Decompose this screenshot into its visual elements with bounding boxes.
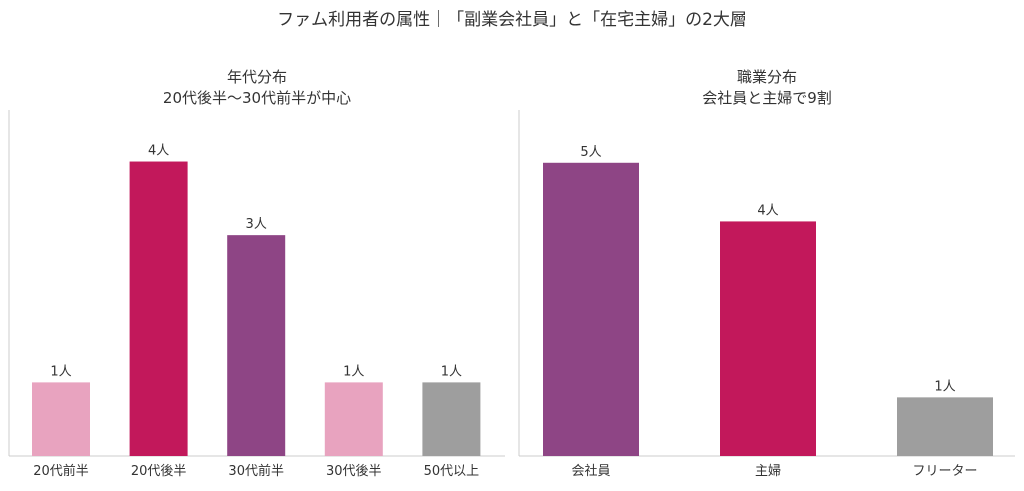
panel-1-tick-label-2: 20代後半 bbox=[131, 464, 187, 479]
panel-1-tick-label-4: 30代後半 bbox=[326, 464, 382, 479]
panel-1-bar-1 bbox=[32, 382, 90, 456]
panel-1-value-label-3: 3人 bbox=[246, 217, 267, 232]
panel-1-tick-label-3: 30代前半 bbox=[228, 463, 284, 479]
panel-1-bar-5 bbox=[422, 382, 481, 456]
panel-1-tick-label-1: 20代前半 bbox=[33, 463, 89, 479]
panel-2-value-label-2: 4人 bbox=[757, 203, 778, 218]
figure-title: ファム利用者の属性｜「副業会社員」と「在宅主婦」の2大層 bbox=[277, 10, 747, 30]
panel-1-value-label-4: 1人 bbox=[343, 364, 364, 379]
panel-2-bar-2 bbox=[720, 221, 816, 456]
panel-2-value-label-1: 5人 bbox=[580, 145, 601, 160]
panel-2-tick-label-2: 主婦 bbox=[755, 463, 781, 479]
panel-1-bar-2 bbox=[129, 161, 188, 456]
panel-1-bar-4 bbox=[324, 382, 383, 456]
panel-2-tick-label-1: 会社員 bbox=[571, 463, 610, 479]
panel-1-tick-label-5: 50代以上 bbox=[424, 464, 480, 479]
panel-2-tick-label-3: フリーター bbox=[912, 464, 977, 479]
panel-2-value-label-3: 1人 bbox=[934, 379, 955, 394]
panel-1-value-label-2: 4人 bbox=[148, 144, 169, 159]
panel-2-bar-3 bbox=[897, 397, 993, 456]
panel-1-value-label-1: 1人 bbox=[50, 364, 71, 379]
panel-2-title-line-2: 会社員と主婦で9割 bbox=[702, 89, 832, 107]
panel-1-bar-3 bbox=[227, 235, 286, 456]
panel-1-value-label-5: 1人 bbox=[441, 364, 462, 379]
panel-1-title-line-2: 20代後半〜30代前半が中心 bbox=[163, 89, 351, 107]
panel-1-title-line-1: 年代分布 bbox=[227, 68, 287, 86]
panel-2-title-line-1: 職業分布 bbox=[737, 68, 797, 86]
panel-2-bar-1 bbox=[543, 162, 639, 456]
